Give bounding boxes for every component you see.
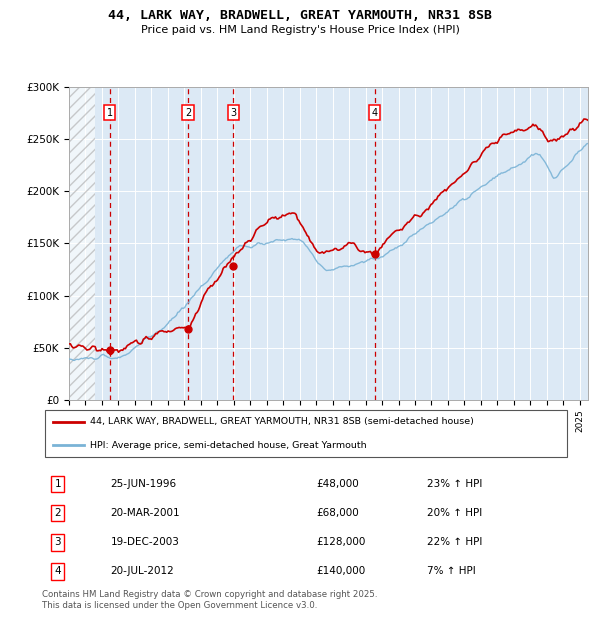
- Text: 25-JUN-1996: 25-JUN-1996: [110, 479, 177, 489]
- Text: 22% ↑ HPI: 22% ↑ HPI: [427, 538, 483, 547]
- Text: 44, LARK WAY, BRADWELL, GREAT YARMOUTH, NR31 8SB: 44, LARK WAY, BRADWELL, GREAT YARMOUTH, …: [108, 9, 492, 22]
- Text: £68,000: £68,000: [317, 508, 359, 518]
- Text: Contains HM Land Registry data © Crown copyright and database right 2025.
This d: Contains HM Land Registry data © Crown c…: [42, 590, 377, 609]
- Text: 23% ↑ HPI: 23% ↑ HPI: [427, 479, 483, 489]
- Text: £48,000: £48,000: [317, 479, 359, 489]
- Text: 3: 3: [230, 108, 236, 118]
- Text: 44, LARK WAY, BRADWELL, GREAT YARMOUTH, NR31 8SB (semi-detached house): 44, LARK WAY, BRADWELL, GREAT YARMOUTH, …: [89, 417, 473, 426]
- FancyBboxPatch shape: [44, 410, 568, 457]
- Text: 7% ↑ HPI: 7% ↑ HPI: [427, 567, 476, 577]
- Text: Price paid vs. HM Land Registry's House Price Index (HPI): Price paid vs. HM Land Registry's House …: [140, 25, 460, 35]
- Text: 4: 4: [371, 108, 377, 118]
- Text: 1: 1: [107, 108, 113, 118]
- Text: £128,000: £128,000: [317, 538, 366, 547]
- Text: 20% ↑ HPI: 20% ↑ HPI: [427, 508, 482, 518]
- Text: 20-MAR-2001: 20-MAR-2001: [110, 508, 180, 518]
- Text: £140,000: £140,000: [317, 567, 366, 577]
- Text: HPI: Average price, semi-detached house, Great Yarmouth: HPI: Average price, semi-detached house,…: [89, 441, 366, 450]
- Text: 2: 2: [55, 508, 61, 518]
- Text: 2: 2: [185, 108, 191, 118]
- Text: 3: 3: [55, 538, 61, 547]
- Text: 4: 4: [55, 567, 61, 577]
- Text: 1: 1: [55, 479, 61, 489]
- Text: 19-DEC-2003: 19-DEC-2003: [110, 538, 179, 547]
- Bar: [69, 87, 95, 400]
- Text: 20-JUL-2012: 20-JUL-2012: [110, 567, 175, 577]
